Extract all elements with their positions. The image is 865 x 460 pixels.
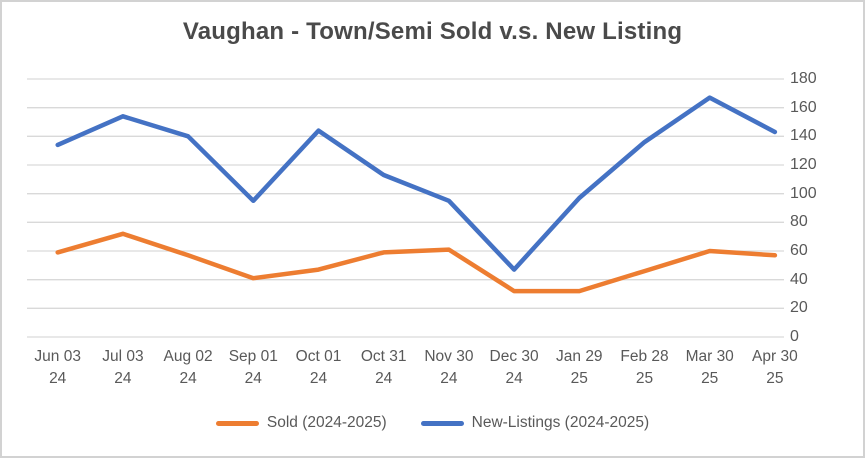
y-tick-label: 120 <box>790 156 817 173</box>
x-tick-date: Aug 02 <box>163 348 213 365</box>
x-tick-label: Dec 30 24 <box>480 346 548 390</box>
legend-label: New-Listings (2024-2025) <box>471 414 650 431</box>
y-tick-label: 100 <box>790 184 817 202</box>
gridlines <box>27 78 784 338</box>
legend-swatch-icon <box>420 420 464 426</box>
y-tick-label: 180 <box>790 70 817 87</box>
y-tick-label: 60 <box>790 242 808 259</box>
legend-label: Sold (2024-2025) <box>266 414 387 431</box>
x-tick-date: Apr 30 <box>752 348 798 365</box>
x-tick-label: Oct 01 24 <box>285 346 353 390</box>
series-line-new-listings-2024-2025- <box>55 95 778 272</box>
x-tick-date: Mar 30 <box>685 348 734 365</box>
x-tick-date: Jul 03 <box>102 348 144 365</box>
x-tick-date: Nov 30 <box>424 348 474 365</box>
series-lines <box>55 95 778 294</box>
x-tick-date: Dec 30 <box>489 348 539 365</box>
x-tick-label: Oct 31 24 <box>350 346 418 390</box>
legend-swatch-icon <box>215 420 259 426</box>
x-tick-year: 24 <box>309 370 328 387</box>
x-tick-label: Apr 30 25 <box>741 346 809 390</box>
legend: Sold (2024-2025) New-Listings (2024-2025) <box>2 414 863 432</box>
x-tick-date: Sep 01 <box>228 348 278 365</box>
y-tick-label: 40 <box>790 270 808 288</box>
y-tick-label: 80 <box>790 213 808 231</box>
legend-item: New-Listings (2024-2025) <box>420 414 650 432</box>
x-tick-year: 24 <box>49 370 67 387</box>
x-tick-year: 25 <box>701 370 719 387</box>
x-tick-label: Nov 30 24 <box>415 346 483 390</box>
x-tick-label: Jun 03 24 <box>24 346 92 390</box>
x-tick-label: Jul 03 24 <box>89 346 157 390</box>
x-tick-label: Aug 02 24 <box>154 346 222 390</box>
x-tick-year: 25 <box>570 370 588 387</box>
x-tick-date: Feb 28 <box>620 348 669 365</box>
x-tick-label: Jan 29 25 <box>545 346 613 390</box>
x-tick-date: Jun 03 <box>34 348 81 365</box>
y-tick-label: 140 <box>790 127 817 145</box>
x-tick-year: 24 <box>179 370 197 387</box>
x-tick-year: 24 <box>114 370 132 387</box>
x-tick-date: Oct 31 <box>360 348 407 365</box>
chart-title: Vaughan - Town/Semi Sold v.s. New Listin… <box>182 18 683 45</box>
x-tick-label: Sep 01 24 <box>219 346 287 390</box>
x-tick-year: 25 <box>635 370 654 387</box>
x-tick-label: Mar 30 25 <box>676 346 744 390</box>
x-tick-year: 24 <box>244 370 262 387</box>
x-tick-year: 25 <box>766 370 784 387</box>
x-tick-date: Jan 29 <box>556 348 603 365</box>
x-tick-date: Oct 01 <box>295 348 342 365</box>
series-line-sold-2024-2025- <box>55 231 778 294</box>
y-tick-label: 0 <box>790 328 799 345</box>
y-tick-label: 20 <box>790 299 808 317</box>
x-tick-year: 24 <box>505 370 523 387</box>
legend-item: Sold (2024-2025) <box>215 414 387 432</box>
x-tick-year: 24 <box>375 370 393 387</box>
x-tick-year: 24 <box>440 370 458 387</box>
y-tick-label: 160 <box>790 98 817 116</box>
x-tick-label: Feb 28 25 <box>611 346 679 390</box>
